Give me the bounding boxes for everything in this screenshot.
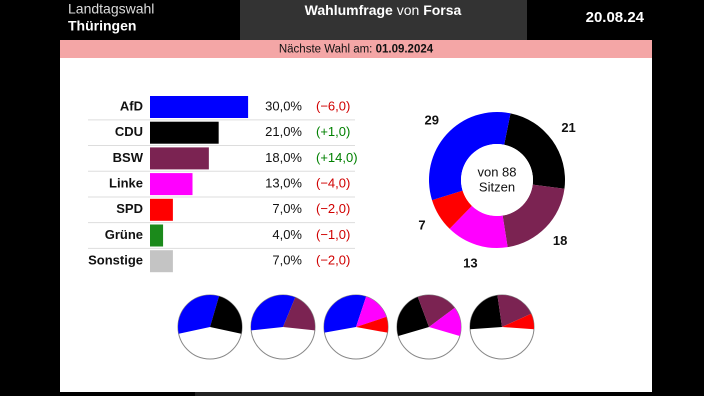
seat-label: 7: [418, 217, 425, 232]
coalition-segment: [497, 295, 532, 327]
coalition-segment: [502, 313, 534, 330]
seat-segment: [449, 205, 508, 248]
seat-segment: [504, 113, 565, 189]
coalition-segment: [397, 297, 429, 337]
change-label: (−4,0): [316, 176, 350, 191]
seat-label: 18: [553, 233, 567, 248]
bar: [150, 147, 209, 170]
title: Wahlumfrage: [305, 2, 393, 18]
banner-date: 01.09.2024: [376, 44, 434, 56]
footer-strip: [195, 392, 510, 396]
seat-segment: [502, 184, 565, 248]
change-label: (−2,0): [316, 201, 350, 216]
donut-center: [461, 144, 533, 216]
header-center: [240, 0, 527, 40]
seat-segment: [432, 190, 472, 229]
source: Forsa: [423, 2, 461, 18]
change-label: (+14,0): [316, 150, 358, 165]
bar: [150, 173, 193, 196]
coalition-segment: [283, 297, 315, 331]
coalition-segment: [356, 316, 388, 333]
seat-segment: [429, 112, 511, 201]
value-label: 13,0%: [265, 176, 302, 191]
seat-label: 29: [425, 112, 439, 127]
party-label: SPD: [116, 201, 143, 216]
party-label: Sonstige: [88, 253, 143, 268]
coalition-segment: [417, 295, 455, 327]
bar: [150, 121, 219, 144]
bar: [150, 96, 249, 118]
coalition-segment: [324, 295, 367, 333]
party-label: Grüne: [105, 227, 143, 242]
region-label: Landtagswahl: [68, 1, 154, 17]
party-label: BSW: [113, 150, 144, 165]
coalition-segment: [356, 296, 387, 327]
change-label: (−1,0): [316, 227, 350, 242]
change-label: (+1,0): [316, 124, 350, 139]
value-label: 18,0%: [265, 150, 302, 165]
banner-text: Nächste Wahl am: 01.09.2024: [279, 44, 434, 56]
seat-label: 21: [561, 120, 575, 135]
date: 20.08.24: [586, 9, 645, 26]
banner: [60, 40, 652, 58]
coalition-segment: [178, 295, 220, 334]
coalition-segment: [470, 295, 502, 330]
seat-label: 13: [463, 255, 477, 270]
coalition-segment: [210, 296, 242, 334]
party-label: AfD: [120, 98, 143, 113]
bar: [150, 224, 164, 247]
coalition-segment: [251, 295, 296, 331]
bar: [150, 198, 173, 221]
party-label: CDU: [115, 124, 143, 139]
bar: [150, 250, 173, 273]
banner-label: Nächste Wahl am:: [279, 44, 373, 56]
header-title: Wahlumfrage von Forsa: [305, 2, 462, 18]
coalition-segment: [429, 307, 461, 337]
value-label: 7,0%: [272, 201, 302, 216]
center-label: Sitzen: [479, 179, 515, 194]
title-connector: von: [397, 2, 420, 18]
center-label: von 88: [477, 164, 516, 179]
value-label: 30,0%: [265, 98, 302, 113]
change-label: (−2,0): [316, 253, 350, 268]
change-label: (−6,0): [316, 98, 350, 113]
value-label: 7,0%: [272, 253, 302, 268]
value-label: 21,0%: [265, 124, 302, 139]
value-label: 4,0%: [272, 227, 302, 242]
region: Thüringen: [68, 18, 136, 34]
party-label: Linke: [109, 176, 143, 191]
